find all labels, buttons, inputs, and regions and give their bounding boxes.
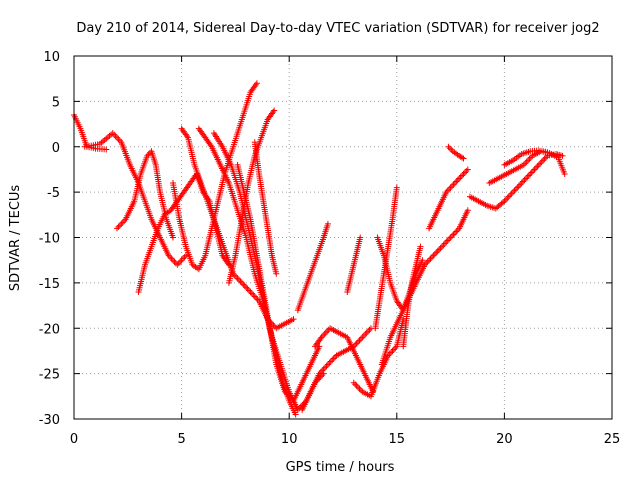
x-axis-label: GPS time / hours [286, 460, 395, 475]
series-sat-k [251, 139, 280, 277]
data-point [103, 146, 110, 153]
series-sat-e [169, 80, 260, 273]
data-point [464, 166, 471, 173]
series-sat-y [501, 147, 551, 168]
series-sat-a [71, 111, 110, 153]
series-sat-p [372, 184, 400, 332]
x-tick-label: 20 [496, 432, 513, 447]
data-point [419, 257, 426, 264]
data-point [271, 107, 278, 114]
data-point [324, 220, 331, 227]
data-point [357, 234, 364, 241]
y-tick-label: -5 [47, 186, 60, 201]
series-sat-l [294, 220, 331, 314]
x-tick-label: 0 [70, 432, 78, 447]
data-point [460, 155, 467, 162]
y-tick-label: 5 [52, 95, 60, 110]
series-sat-o [344, 234, 364, 295]
data-point [459, 154, 466, 161]
x-tick-label: 5 [177, 432, 185, 447]
data-point [561, 170, 568, 177]
y-tick-label: -25 [39, 368, 60, 383]
y-tick-label: -20 [39, 322, 60, 337]
data-point [253, 80, 260, 87]
axis-ticks [73, 55, 613, 420]
data-point [290, 316, 297, 323]
data-point [182, 252, 189, 259]
data-point [417, 243, 424, 250]
x-tick-labels: 0 5 10 15 20 25 [70, 432, 620, 447]
data-point [292, 411, 299, 418]
x-tick-label: 10 [281, 432, 298, 447]
y-tick-label: -10 [39, 232, 60, 247]
series-sat-v [445, 143, 467, 162]
grid-lines [74, 56, 612, 419]
series-sat-j [225, 107, 278, 286]
y-tick-label: -30 [39, 413, 60, 428]
y-tick-label: 0 [52, 141, 60, 156]
series-sat-q [350, 316, 407, 400]
data-point [393, 184, 400, 191]
series-sat-c [114, 148, 176, 241]
data-point [169, 234, 176, 241]
data-point [273, 270, 280, 277]
x-tick-label: 25 [604, 432, 621, 447]
y-tick-label: -15 [39, 277, 60, 292]
series-sat-t [400, 243, 424, 350]
data-point [544, 149, 551, 156]
series-sat-s [378, 207, 471, 368]
y-tick-label: 10 [43, 50, 60, 65]
series-sat-m [299, 325, 374, 413]
series-sat-i [234, 161, 323, 404]
data-point [499, 199, 506, 206]
x-tick-label: 15 [389, 432, 406, 447]
data-marks [71, 80, 568, 418]
chart-title: Day 210 of 2014, Sidereal Day-to-day VTE… [76, 21, 599, 36]
series-sat-u [426, 166, 471, 232]
y-tick-labels: -30 -25 -20 -15 -10 -5 0 5 10 [39, 50, 60, 428]
y-axis-label: SDTVAR / TECUs [8, 185, 23, 292]
data-point [464, 207, 471, 214]
data-point [559, 152, 566, 159]
